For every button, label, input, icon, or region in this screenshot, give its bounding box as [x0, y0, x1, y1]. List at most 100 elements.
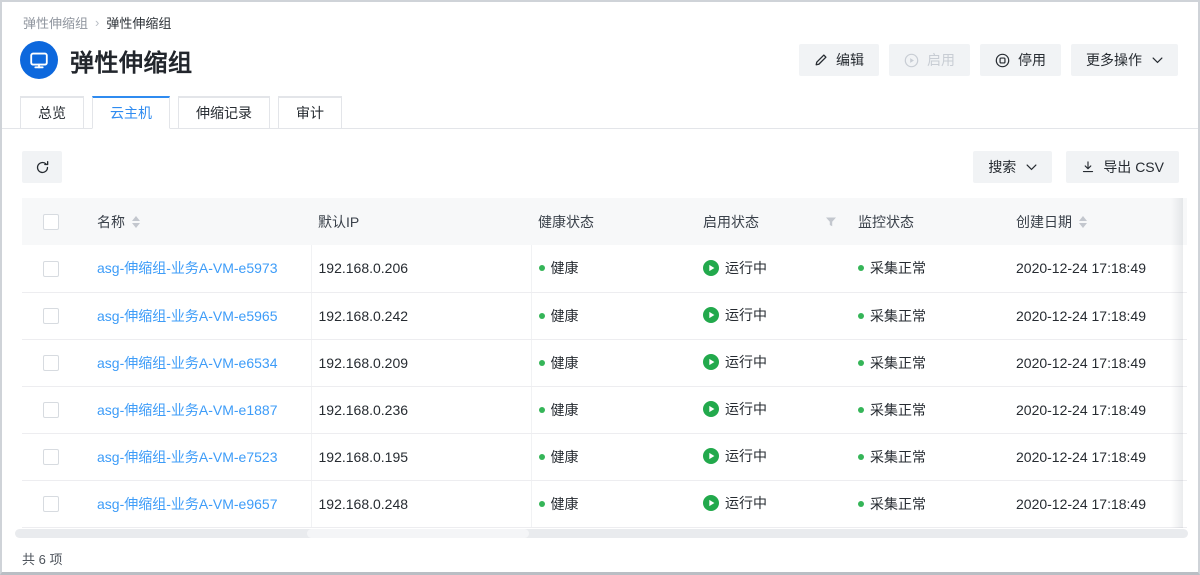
download-icon	[1081, 160, 1095, 174]
enable-button-label: 启用	[927, 52, 955, 68]
health-status: 健康	[538, 353, 579, 373]
green-dot-icon	[538, 500, 545, 507]
created-date: 2020-12-24 17:18:49	[1016, 354, 1146, 371]
created-date: 2020-12-24 17:18:49	[1016, 401, 1146, 418]
created-date: 2020-12-24 17:18:49	[1016, 448, 1146, 465]
toolbar-right: 搜索 导出 CSV	[973, 151, 1179, 183]
enable-status-label: 运行中	[725, 354, 767, 370]
column-enable-label: 启用状态	[703, 213, 759, 230]
running-play-icon	[703, 259, 719, 276]
vm-name-link[interactable]: asg-伸缩组-业务A-VM-e7523	[97, 448, 278, 465]
monitor-status: 采集正常	[858, 353, 926, 373]
row-checkbox[interactable]	[43, 308, 59, 325]
tab-scaling-records[interactable]: 伸缩记录	[178, 96, 270, 129]
monitor-status: 采集正常	[858, 306, 926, 326]
enable-status: 运行中	[703, 258, 767, 278]
row-checkbox[interactable]	[43, 496, 59, 513]
vm-name-link[interactable]: asg-伸缩组-业务A-VM-e1887	[97, 401, 278, 418]
table-row: asg-伸缩组-业务A-VM-e1887 192.168.0.236 健康 运行…	[22, 386, 1187, 434]
horizontal-scrollbar[interactable]	[15, 528, 1188, 538]
column-header-health: 健康状态	[538, 212, 696, 232]
monitor-status: 采集正常	[858, 447, 926, 467]
stop-button[interactable]: 停用	[980, 44, 1061, 76]
more-actions-button[interactable]: 更多操作	[1071, 44, 1178, 76]
row-checkbox[interactable]	[43, 402, 59, 419]
vm-name-link[interactable]: asg-伸缩组-业务A-VM-e9657	[97, 495, 278, 512]
row-checkbox[interactable]	[43, 355, 59, 372]
monitor-status-label: 采集正常	[870, 307, 926, 324]
sort-icon[interactable]	[1079, 215, 1087, 228]
monitor-status-label: 采集正常	[870, 260, 926, 277]
tab-cloud-hosts[interactable]: 云主机	[92, 96, 170, 129]
monitor-status-label: 采集正常	[870, 354, 926, 371]
scrollbar-thumb[interactable]	[307, 528, 529, 538]
edit-button[interactable]: 编辑	[799, 44, 879, 76]
vm-ip: 192.168.0.206	[318, 260, 409, 277]
tab-audit[interactable]: 审计	[278, 96, 342, 129]
vm-name-link[interactable]: asg-伸缩组-业务A-VM-e5973	[97, 260, 278, 277]
running-play-icon	[703, 401, 719, 417]
monitor-status-label: 采集正常	[870, 495, 926, 512]
tab-scaling-records-label: 伸缩记录	[196, 105, 252, 121]
enable-status-label: 运行中	[725, 401, 767, 417]
export-csv-button[interactable]: 导出 CSV	[1066, 151, 1179, 183]
tab-overview-label: 总览	[38, 105, 66, 121]
column-header-name[interactable]: 名称	[97, 212, 311, 232]
table-toolbar: 搜索 导出 CSV	[2, 129, 1198, 183]
tab-overview[interactable]: 总览	[20, 96, 84, 129]
enable-status-label: 运行中	[725, 495, 767, 511]
enable-status: 运行中	[703, 305, 767, 325]
health-status-label: 健康	[550, 448, 579, 465]
enable-status-label: 运行中	[725, 448, 767, 464]
column-header-monitor: 监控状态	[858, 212, 1009, 232]
enable-status: 运行中	[703, 493, 767, 513]
total-count: 共 6 项	[22, 551, 63, 567]
export-csv-label: 导出 CSV	[1103, 159, 1164, 175]
green-dot-icon	[858, 453, 864, 460]
hosts-table: 名称 默认IP 健康状态 启用状态	[22, 198, 1187, 528]
monitor-status: 采集正常	[858, 258, 926, 278]
row-checkbox[interactable]	[43, 260, 59, 277]
breadcrumb-item[interactable]: 弹性伸缩组	[23, 16, 89, 31]
chevron-down-icon	[1026, 163, 1037, 171]
green-dot-icon	[538, 265, 545, 272]
table-row: asg-伸缩组-业务A-VM-e5965 192.168.0.242 健康 运行…	[22, 292, 1187, 340]
health-status: 健康	[538, 258, 579, 278]
column-header-created[interactable]: 创建日期	[1016, 212, 1187, 232]
sort-icon[interactable]	[132, 215, 140, 228]
vm-name-link[interactable]: asg-伸缩组-业务A-VM-e6534	[97, 354, 278, 371]
tab-bar: 总览 云主机 伸缩记录 审计	[2, 96, 1198, 129]
green-dot-icon	[858, 359, 864, 366]
running-play-icon	[703, 495, 719, 511]
play-circle-icon	[904, 53, 919, 68]
search-dropdown-button[interactable]: 搜索	[973, 151, 1053, 183]
column-created-label: 创建日期	[1016, 213, 1072, 230]
table-header-row: 名称 默认IP 健康状态 启用状态	[22, 198, 1187, 245]
enable-status: 运行中	[703, 446, 767, 466]
green-dot-icon	[858, 312, 864, 319]
table-row: asg-伸缩组-业务A-VM-e9657 192.168.0.248 健康 运行…	[22, 480, 1187, 528]
breadcrumb-item-current[interactable]: 弹性伸缩组	[106, 16, 172, 31]
row-checkbox[interactable]	[43, 449, 59, 466]
page-title: 弹性伸缩组	[70, 49, 193, 77]
health-status-label: 健康	[550, 495, 579, 512]
column-header-enable: 启用状态	[703, 212, 851, 232]
table-row: asg-伸缩组-业务A-VM-e5973 192.168.0.206 健康 运行…	[22, 245, 1187, 293]
column-monitor-label: 监控状态	[858, 213, 914, 230]
green-dot-icon	[538, 453, 545, 460]
filter-icon[interactable]	[825, 216, 837, 228]
select-all-checkbox[interactable]	[43, 214, 59, 231]
monitor-icon	[20, 41, 58, 79]
running-play-icon	[703, 307, 719, 323]
created-date: 2020-12-24 17:18:49	[1016, 495, 1146, 512]
health-status: 健康	[538, 306, 579, 326]
health-status: 健康	[538, 400, 579, 420]
table-footer: 共 6 项	[2, 538, 1198, 568]
table-row: asg-伸缩组-业务A-VM-e6534 192.168.0.209 健康 运行…	[22, 339, 1187, 387]
refresh-button[interactable]	[22, 151, 62, 183]
table-body: asg-伸缩组-业务A-VM-e5973 192.168.0.206 健康 运行…	[22, 245, 1187, 528]
green-dot-icon	[858, 265, 864, 272]
vm-name-link[interactable]: asg-伸缩组-业务A-VM-e5965	[97, 307, 278, 324]
pencil-icon	[814, 53, 828, 67]
tab-cloud-hosts-label: 云主机	[110, 105, 152, 121]
